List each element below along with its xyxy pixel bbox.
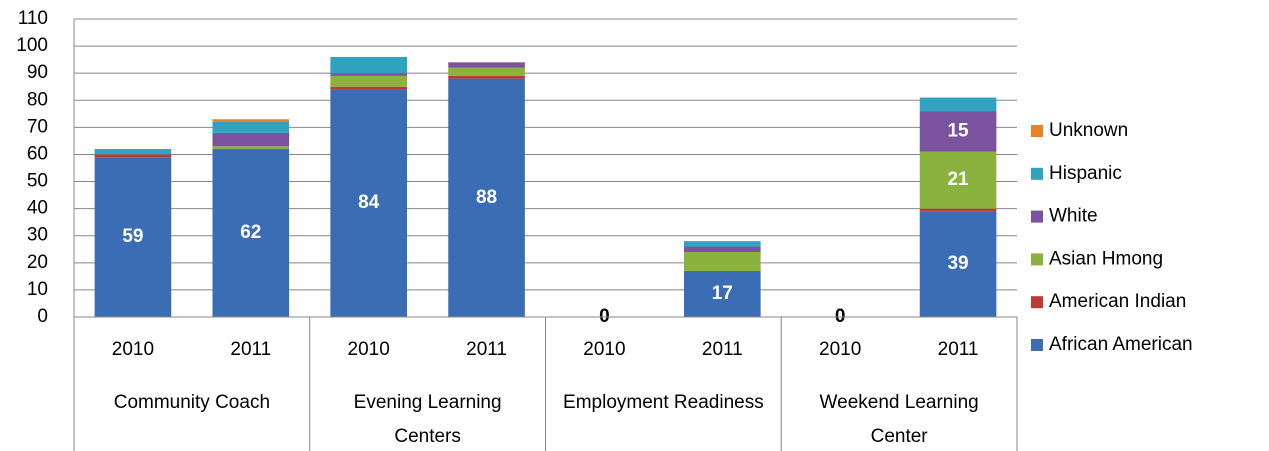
- bar-segment: [448, 75, 525, 79]
- bar-segment: [330, 73, 407, 76]
- data-label: 59: [122, 226, 143, 247]
- bar-segment: [330, 89, 407, 317]
- bar-segment: [919, 211, 997, 317]
- legend-swatch: [1031, 339, 1043, 351]
- y-tick-label: 70: [27, 116, 48, 137]
- group-label: Community Coach: [113, 392, 271, 413]
- y-tick-label: 50: [27, 171, 48, 192]
- bar-segment: [330, 75, 407, 87]
- y-tick-label: 100: [16, 35, 48, 56]
- group-label: Weekend Learning Center: [819, 392, 979, 447]
- legend-swatch: [1031, 167, 1043, 180]
- bar-segment: [212, 121, 290, 133]
- legend-label: Hispanic: [1049, 163, 1122, 184]
- x-tick-label: 2010: [112, 339, 154, 360]
- legend-label: Unknown: [1049, 120, 1128, 141]
- group-label: Employment Readiness: [563, 392, 764, 413]
- bar-segment: [448, 67, 525, 76]
- legend-label: African American: [1049, 334, 1193, 355]
- data-label: 39: [947, 253, 968, 274]
- group-label: Evening Learning Centers: [353, 392, 502, 447]
- x-tick-label: 2011: [466, 339, 507, 360]
- y-tick-label: 60: [27, 143, 48, 164]
- bar-segment: [684, 270, 761, 317]
- legend-label: White: [1049, 206, 1098, 227]
- bar-segment: [684, 251, 761, 271]
- bar-segment: [94, 154, 172, 158]
- bar-segment: [330, 56, 407, 74]
- data-label: 88: [476, 187, 497, 208]
- bar-segment: [212, 146, 290, 150]
- y-tick-label: 20: [27, 252, 48, 273]
- y-tick-label: 90: [27, 62, 48, 83]
- data-label: 15: [947, 120, 969, 141]
- bar-segment: [448, 62, 525, 68]
- y-tick-label: 10: [27, 279, 48, 300]
- data-label: 17: [712, 283, 733, 304]
- y-tick-label: 110: [18, 8, 48, 29]
- x-tick-label: 2011: [938, 339, 979, 360]
- data-label: 62: [240, 222, 261, 243]
- bar-segment: [919, 97, 997, 112]
- legend-swatch: [1031, 296, 1043, 309]
- legend-label: American Indian: [1049, 291, 1186, 312]
- bar-segment: [94, 149, 172, 155]
- y-tick-label: 40: [27, 198, 48, 219]
- data-label: 21: [947, 169, 969, 190]
- y-tick-label: 30: [27, 225, 48, 246]
- bar-segment: [919, 208, 997, 212]
- bar-segment: [212, 149, 290, 317]
- y-tick-label: 0: [37, 306, 48, 327]
- legend-swatch: [1031, 253, 1043, 266]
- x-tick-label: 2010: [348, 339, 390, 360]
- x-tick-label: 2010: [583, 339, 625, 360]
- data-label: 84: [358, 192, 380, 213]
- bar-segment: [330, 86, 407, 90]
- legend-swatch: [1031, 210, 1043, 223]
- bar-segment: [448, 78, 525, 317]
- legend-swatch: [1031, 125, 1043, 137]
- x-tick-label: 2010: [819, 339, 861, 360]
- x-tick-label: 2011: [702, 339, 743, 360]
- bar-segment: [684, 246, 761, 252]
- bar-segment: [684, 241, 761, 247]
- legend-label: Asian Hmong: [1049, 248, 1163, 269]
- bar-segment: [919, 151, 997, 209]
- bar-segment: [919, 111, 997, 152]
- x-tick-label: 2011: [230, 339, 271, 360]
- bar-segment: [212, 119, 290, 122]
- bar-segment: [94, 157, 172, 317]
- bar-segment: [212, 132, 290, 147]
- y-tick-label: 80: [27, 89, 48, 110]
